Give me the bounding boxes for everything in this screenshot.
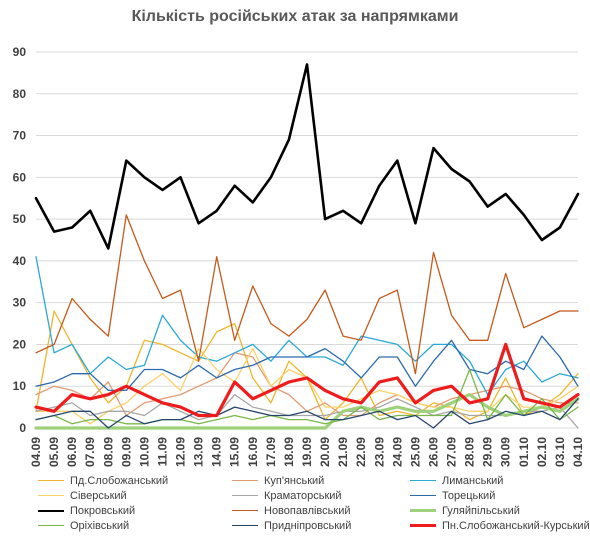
y-tick-label: 0 [19, 421, 26, 435]
legend-swatch [410, 524, 436, 528]
legend-label: Куп'янський [264, 475, 325, 487]
y-tick-label: 40 [13, 254, 27, 268]
x-tick-label: 28.09 [463, 437, 477, 467]
legend-label: Пд.Слобожанський [70, 475, 169, 487]
legend-swatch [38, 480, 64, 482]
x-tick-label: 29.09 [481, 437, 495, 467]
y-tick-label: 30 [13, 296, 27, 310]
legend-label: Торецький [442, 490, 496, 502]
y-tick-label: 20 [13, 337, 27, 351]
legend-swatch [232, 510, 258, 512]
x-tick-label: 16.09 [246, 437, 260, 467]
legend-label: Сіверський [70, 490, 127, 502]
y-tick-label: 70 [13, 129, 27, 143]
y-tick-label: 50 [13, 212, 27, 226]
x-tick-label: 10.09 [137, 437, 151, 467]
x-tick-label: 27.09 [445, 437, 459, 467]
legend-swatch [410, 509, 436, 513]
legend-swatch [38, 525, 64, 527]
x-tick-label: 23.09 [372, 437, 386, 467]
x-tick-label: 04.10 [571, 437, 585, 467]
legend-label: Краматорський [264, 490, 342, 502]
x-tick-label: 19.09 [300, 437, 314, 467]
legend-swatch [410, 495, 436, 497]
legend-label: Гуляйпільський [442, 505, 520, 517]
series-line-9 [34, 393, 580, 430]
legend-label: Придніпровський [264, 520, 352, 532]
legend-swatch [38, 509, 64, 512]
legend-label: Оріхівський [70, 520, 130, 532]
series-line-11 [35, 398, 579, 429]
x-tick-label: 18.09 [282, 437, 296, 467]
y-tick-label: 80 [13, 87, 27, 101]
series-line-5 [35, 393, 579, 429]
legend-swatch [38, 495, 64, 497]
x-tick-label: 05.09 [47, 437, 61, 467]
x-tick-label: 24.09 [390, 437, 404, 467]
x-tick-label: 03.10 [553, 437, 567, 467]
legend-label: Лиманський [442, 475, 504, 487]
x-tick-label: 21.09 [336, 437, 350, 467]
legend-label: Пн.Слобожанський-Курський [442, 520, 590, 532]
x-tick-label: 07.09 [83, 437, 97, 467]
x-tick-label: 09.09 [119, 437, 133, 467]
x-tick-label: 11.09 [155, 437, 169, 467]
series-line-6 [35, 335, 579, 392]
y-tick-label: 90 [13, 45, 27, 59]
legend-label: Новопавлівський [264, 505, 351, 517]
series-line-12 [34, 342, 580, 418]
x-tick-label: 02.10 [535, 437, 549, 467]
legend-label: Покровський [70, 505, 136, 517]
y-tick-label: 10 [13, 379, 27, 393]
x-tick-label: 13.09 [192, 437, 206, 467]
x-tick-label: 01.10 [517, 437, 531, 467]
legend-swatch [232, 480, 258, 482]
x-tick-label: 30.09 [499, 437, 513, 467]
series-line-7 [34, 63, 580, 250]
x-tick-label: 25.09 [408, 437, 422, 467]
x-tick-label: 06.09 [65, 437, 79, 467]
legend-swatch [232, 495, 258, 497]
x-tick-label: 12.09 [174, 437, 188, 467]
y-tick-label: 60 [13, 170, 27, 184]
x-tick-label: 14.09 [210, 437, 224, 467]
x-tick-label: 26.09 [426, 437, 440, 467]
x-tick-label: 15.09 [228, 437, 242, 467]
x-tick-label: 08.09 [101, 437, 115, 467]
legend-swatch [232, 525, 258, 527]
chart-title: Кількість російських атак за напрямками [131, 8, 459, 25]
x-tick-label: 04.09 [29, 437, 43, 467]
series-line-8 [35, 214, 579, 375]
legend-swatch [410, 480, 436, 482]
x-tick-label: 17.09 [264, 437, 278, 467]
x-tick-label: 20.09 [318, 437, 332, 467]
x-tick-label: 22.09 [354, 437, 368, 467]
